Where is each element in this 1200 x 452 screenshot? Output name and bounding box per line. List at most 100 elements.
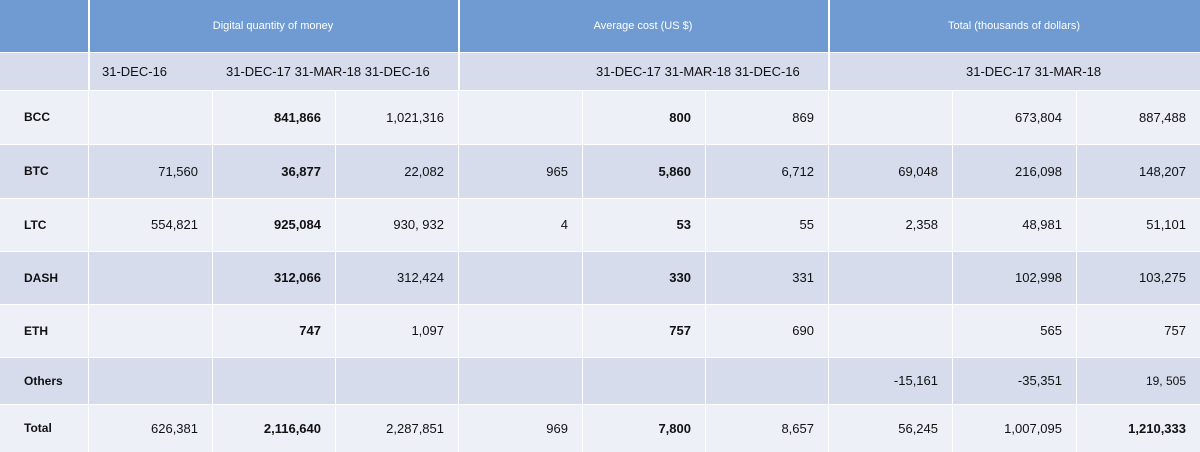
table-cell: 841,866 (212, 90, 335, 144)
table-cell (335, 357, 458, 404)
table-cell: 887,488 (1076, 90, 1200, 144)
grid-line-vertical (828, 0, 830, 90)
grid-line-horizontal (0, 90, 1200, 91)
table-cell (212, 357, 335, 404)
grid-line-vertical (828, 90, 829, 452)
table-cell: 554,821 (88, 198, 212, 251)
table-cell: 22,082 (335, 144, 458, 198)
subheader-dates: 31-DEC-17 31-MAR-18 (966, 63, 1102, 79)
table-cell: 2,358 (828, 198, 952, 251)
table-cell (582, 357, 705, 404)
table-cell (88, 357, 212, 404)
table-cell: 55 (705, 198, 828, 251)
grid-line-vertical (458, 0, 460, 90)
header-corner (0, 0, 88, 52)
grid-line-vertical (1076, 90, 1077, 452)
grid-line-vertical (952, 90, 953, 452)
table-cell: 19, 505 (1076, 357, 1200, 404)
table-cell: 965 (458, 144, 582, 198)
subheader-date: 31-DEC-16 (102, 63, 168, 79)
table-cell: 626,381 (88, 404, 212, 452)
table-cell: 747 (212, 304, 335, 357)
subheader-group3-first (828, 52, 952, 90)
subheader-dates: 31-DEC-17 31-MAR-18 31-DEC-16 (596, 63, 800, 79)
header-average-cost: Average cost (US $) (458, 0, 828, 52)
row-label: Others (0, 357, 88, 404)
table-cell: 930, 932 (335, 198, 458, 251)
grid-line-vertical (88, 0, 90, 90)
subheader-group1-first: 31-DEC-16 (88, 52, 212, 90)
table-cell: 757 (582, 304, 705, 357)
grid-line-vertical (458, 90, 459, 452)
grid-line-vertical (335, 90, 336, 452)
grid-line-horizontal (0, 198, 1200, 199)
subheader-group1-rest: 31-DEC-17 31-MAR-18 31-DEC-16 (212, 52, 458, 90)
table-cell: 102,998 (952, 251, 1076, 304)
subheader-group3-rest: 31-DEC-17 31-MAR-18 (952, 52, 1200, 90)
row-label: BCC (0, 90, 88, 144)
grid-line-horizontal (0, 304, 1200, 305)
row-label: LTC (0, 198, 88, 251)
table-cell (88, 304, 212, 357)
grid-line-vertical (212, 90, 213, 452)
grid-line-horizontal (0, 357, 1200, 358)
table-cell: 216,098 (952, 144, 1076, 198)
grid-line-horizontal (0, 404, 1200, 405)
table-cell (88, 251, 212, 304)
table-cell: 1,210,333 (1076, 404, 1200, 452)
table-cell: -35,351 (952, 357, 1076, 404)
grid-line-vertical (705, 90, 706, 452)
table-cell: 148,207 (1076, 144, 1200, 198)
subheader-dates: 31-DEC-17 31-MAR-18 31-DEC-16 (226, 63, 430, 79)
table-cell: -15,161 (828, 357, 952, 404)
header-digital-quantity: Digital quantity of money (88, 0, 458, 52)
table-cell (458, 251, 582, 304)
table-cell: 51,101 (1076, 198, 1200, 251)
table-cell: 53 (582, 198, 705, 251)
table-cell (458, 304, 582, 357)
table-cell: 1,007,095 (952, 404, 1076, 452)
table-cell: 71,560 (88, 144, 212, 198)
grid-line-horizontal (0, 251, 1200, 252)
subheader-corner (0, 52, 88, 90)
table-cell: 869 (705, 90, 828, 144)
table-cell (705, 357, 828, 404)
table-cell (88, 90, 212, 144)
subheader-group2-rest: 31-DEC-17 31-MAR-18 31-DEC-16 (582, 52, 828, 90)
table-cell (828, 251, 952, 304)
subheader-group2-first (458, 52, 582, 90)
table-cell (458, 357, 582, 404)
table-cell: 103,275 (1076, 251, 1200, 304)
table-cell: 48,981 (952, 198, 1076, 251)
table-cell: 2,287,851 (335, 404, 458, 452)
table-cell: 690 (705, 304, 828, 357)
grid-line-vertical (88, 90, 89, 452)
table-cell: 312,066 (212, 251, 335, 304)
table-cell: 8,657 (705, 404, 828, 452)
table-cell: 56,245 (828, 404, 952, 452)
table-cell: 800 (582, 90, 705, 144)
table-cell: 331 (705, 251, 828, 304)
table-cell: 69,048 (828, 144, 952, 198)
table-cell: 4 (458, 198, 582, 251)
table-cell: 312,424 (335, 251, 458, 304)
row-label: ETH (0, 304, 88, 357)
table-cell: 1,021,316 (335, 90, 458, 144)
table-cell: 2,116,640 (212, 404, 335, 452)
table-cell (828, 304, 952, 357)
grid-line-horizontal (0, 52, 1200, 53)
table-cell: 6,712 (705, 144, 828, 198)
table-cell: 565 (952, 304, 1076, 357)
table-cell: 36,877 (212, 144, 335, 198)
table-cell (458, 90, 582, 144)
row-label: BTC (0, 144, 88, 198)
table-cell: 673,804 (952, 90, 1076, 144)
table-cell: 757 (1076, 304, 1200, 357)
row-label: Total (0, 404, 88, 452)
grid-line-vertical (582, 90, 583, 452)
table-cell: 969 (458, 404, 582, 452)
table-cell: 1,097 (335, 304, 458, 357)
row-label: DASH (0, 251, 88, 304)
table-cell: 7,800 (582, 404, 705, 452)
